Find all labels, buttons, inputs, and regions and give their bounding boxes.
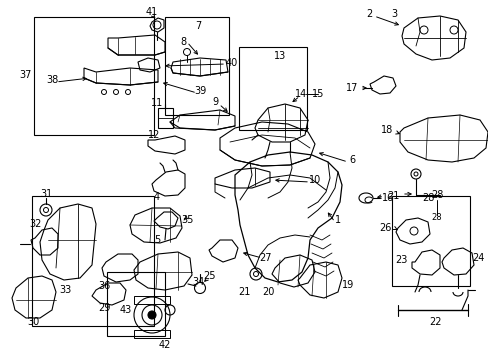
Text: 18: 18 <box>380 125 392 135</box>
Text: 28: 28 <box>430 190 442 200</box>
Text: 9: 9 <box>211 97 218 107</box>
Text: 39: 39 <box>193 86 206 96</box>
Text: 37: 37 <box>20 70 32 80</box>
Text: 19: 19 <box>341 280 353 290</box>
Text: 28: 28 <box>421 193 433 203</box>
Text: 33: 33 <box>59 285 71 295</box>
Text: 31: 31 <box>40 189 52 199</box>
Text: 3: 3 <box>390 9 396 19</box>
Text: 41: 41 <box>145 7 158 17</box>
Text: 43: 43 <box>120 305 132 315</box>
Bar <box>134 296 170 304</box>
Text: 15: 15 <box>311 89 324 99</box>
Bar <box>34 17 154 135</box>
Text: 4: 4 <box>154 192 160 202</box>
Text: 13: 13 <box>273 51 285 61</box>
Text: 14: 14 <box>294 89 306 99</box>
Text: 34: 34 <box>191 277 203 287</box>
Text: 11: 11 <box>151 98 163 108</box>
Bar <box>158 108 173 128</box>
Text: 36: 36 <box>98 281 110 291</box>
Text: 29: 29 <box>98 303 110 313</box>
Text: 42: 42 <box>159 340 171 350</box>
Text: 20: 20 <box>261 287 274 297</box>
Text: 25: 25 <box>203 271 216 281</box>
Bar <box>107 272 164 336</box>
Text: 32: 32 <box>30 219 42 229</box>
Text: 21: 21 <box>237 287 250 297</box>
Text: 24: 24 <box>471 253 483 263</box>
Text: 10: 10 <box>308 175 321 185</box>
Text: 2: 2 <box>365 9 371 19</box>
Text: 21: 21 <box>387 191 399 201</box>
Text: 27: 27 <box>259 253 272 263</box>
Text: 5: 5 <box>154 235 160 245</box>
Circle shape <box>148 311 156 319</box>
Text: 38: 38 <box>46 75 58 85</box>
Bar <box>164 17 228 115</box>
Bar <box>134 330 170 338</box>
Bar <box>391 196 469 286</box>
Text: 17: 17 <box>345 83 357 93</box>
Text: 6: 6 <box>348 155 354 165</box>
Text: 28: 28 <box>431 213 442 222</box>
Bar <box>32 196 154 326</box>
Text: 35: 35 <box>182 215 194 225</box>
Text: 12: 12 <box>147 130 160 140</box>
Text: 22: 22 <box>428 317 440 327</box>
Text: 26: 26 <box>379 223 391 233</box>
Text: 23: 23 <box>395 255 407 265</box>
Text: 7: 7 <box>195 21 201 31</box>
Text: 8: 8 <box>180 37 185 47</box>
Bar <box>239 47 306 130</box>
Text: 40: 40 <box>225 58 238 68</box>
Text: 16: 16 <box>381 193 393 203</box>
Text: 30: 30 <box>27 317 39 327</box>
Text: 1: 1 <box>334 215 340 225</box>
